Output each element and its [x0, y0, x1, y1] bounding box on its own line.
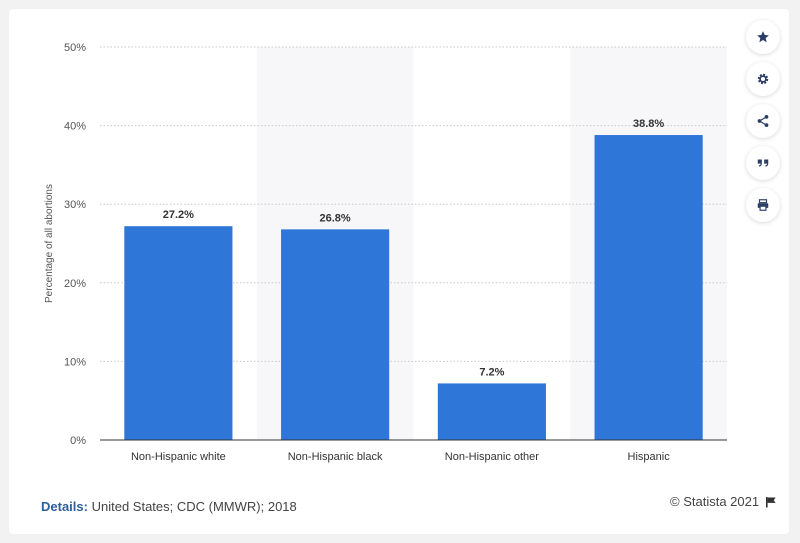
- favorite-button[interactable]: [746, 20, 780, 54]
- y-axis-ticks: 0% 10% 20% 30% 40% 50%: [64, 42, 86, 447]
- x-axis-ticks: Non-Hispanic white Non-Hispanic black Non-…: [131, 451, 670, 463]
- gear-icon: [757, 73, 769, 85]
- bar[interactable]: [437, 383, 546, 440]
- x-tick-label: Hispanic: [628, 451, 671, 463]
- details-text: United States; CDC (MMWR); 2018: [91, 499, 297, 514]
- x-tick-label: Non-Hispanic black: [288, 451, 383, 463]
- quote-icon: [757, 159, 769, 167]
- bars: [124, 135, 703, 441]
- data-label: 7.2%: [479, 366, 504, 378]
- star-icon: [757, 31, 769, 43]
- data-label: 26.8%: [320, 212, 351, 224]
- statista-credit[interactable]: © Statista 2021: [670, 494, 777, 509]
- details-footnote: Details: United States; CDC (MMWR); 2018: [41, 499, 297, 514]
- y-tick-label: 20%: [64, 278, 86, 290]
- credit-text: © Statista 2021: [670, 494, 760, 509]
- y-tick-label: 30%: [64, 199, 86, 211]
- data-labels: 27.2% 26.8% 7.2% 38.8%: [163, 118, 665, 378]
- bar[interactable]: [281, 229, 390, 440]
- y-tick-label: 40%: [64, 121, 86, 133]
- x-tick-label: Non-Hispanic other: [445, 451, 539, 463]
- print-button[interactable]: [746, 188, 780, 222]
- share-button[interactable]: [746, 104, 780, 138]
- details-label[interactable]: Details:: [41, 499, 88, 514]
- y-axis-label: Percentage of all abortions: [44, 184, 55, 303]
- print-icon: [757, 199, 769, 211]
- x-tick-label: Non-Hispanic white: [131, 451, 226, 463]
- y-tick-label: 50%: [64, 42, 86, 54]
- share-icon: [757, 115, 769, 127]
- cite-button[interactable]: [746, 146, 780, 180]
- y-tick-label: 10%: [64, 356, 86, 368]
- flag-icon: [766, 496, 776, 507]
- data-label: 38.8%: [633, 118, 664, 130]
- settings-button[interactable]: [746, 62, 780, 96]
- data-label: 27.2%: [163, 209, 194, 221]
- bar[interactable]: [594, 135, 703, 441]
- bar[interactable]: [124, 226, 233, 440]
- y-tick-label: 0%: [70, 435, 86, 447]
